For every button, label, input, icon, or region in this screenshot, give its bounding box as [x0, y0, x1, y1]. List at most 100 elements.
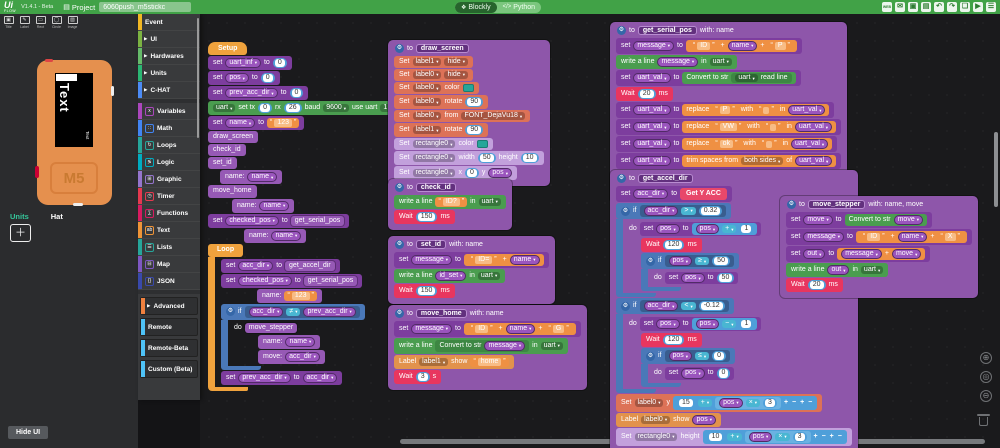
- block[interactable]: write a line id_set ▾ in uart ▾: [394, 269, 506, 284]
- block[interactable]: set uart_val ▾ to Convert to str uart ▾ read li…: [616, 70, 801, 87]
- block[interactable]: name: name ▾: [220, 170, 283, 185]
- block[interactable]: name: “123”: [257, 288, 322, 303]
- variable-dropdown[interactable]: name ▾: [509, 255, 540, 266]
- block[interactable]: Set label1 ▾ rotate 90: [394, 123, 489, 138]
- block[interactable]: write a line “ID?” in uart ▾: [394, 195, 506, 210]
- field-dropdown[interactable]: hide ▾: [444, 58, 468, 67]
- variable-dropdown[interactable]: uart_val▾: [633, 156, 671, 167]
- block[interactable]: set checked_pos ▾ to get_serial_pos: [221, 273, 363, 288]
- image-tool[interactable]: ▨ Image: [66, 16, 79, 29]
- menu-category-timer[interactable]: ◷ Timer: [138, 188, 200, 205]
- string-input[interactable]: “P”: [712, 105, 738, 116]
- field-dropdown[interactable]: uart ▾: [540, 342, 563, 351]
- block[interactable]: ⚙ if acc_dir ▾ > ▾ 0.32: [616, 203, 732, 220]
- get-accel-dir-function[interactable]: ⚙ to get_accel_dir set acc_dir ▾ to Get Y ACC ⚙ i…: [610, 170, 858, 448]
- variable-dropdown[interactable]: prev_acc_dir ▾: [238, 373, 291, 384]
- number-input[interactable]: 20: [807, 280, 826, 291]
- condition-slot[interactable]: pos ▾ ≥ ▾ 50: [664, 255, 734, 268]
- variable-dropdown[interactable]: name ▾: [727, 41, 758, 52]
- field-dropdown[interactable]: uart ▾: [735, 74, 758, 83]
- string-input[interactable]: “”: [758, 139, 780, 150]
- string-input[interactable]: “ID”: [689, 41, 718, 52]
- variable-dropdown[interactable]: pos ▾: [681, 368, 705, 379]
- trash-icon[interactable]: [977, 414, 990, 426]
- variable-dropdown[interactable]: message ▾: [411, 324, 453, 335]
- variable-dropdown[interactable]: acc_dir ▾: [302, 373, 338, 384]
- block[interactable]: ⚙ if acc_dir ▾ < ▾ -0.12: [616, 298, 734, 315]
- variable-dropdown[interactable]: name ▾: [505, 324, 536, 335]
- condition-slot[interactable]: acc_dir ▾ > ▾ 0.32: [639, 205, 727, 218]
- block[interactable]: do move_stepper: [234, 322, 298, 334]
- variable-dropdown[interactable]: pos ▾: [695, 319, 720, 330]
- block[interactable]: name: name ▾: [232, 198, 295, 213]
- string-input[interactable]: “P”: [767, 41, 793, 52]
- variable-dropdown[interactable]: message ▾: [484, 341, 526, 352]
- variable-dropdown[interactable]: message ▾: [633, 41, 675, 52]
- hat-label[interactable]: Hat: [50, 212, 63, 221]
- number-input[interactable]: 150: [415, 286, 438, 297]
- block[interactable]: Set rectangle0 ▾ x 0 y pos ▾: [394, 166, 517, 181]
- nested-block[interactable]: “ID” + name ▾ + “G”: [463, 323, 576, 336]
- rect-tool[interactable]: ▭ Rect: [34, 16, 47, 29]
- block[interactable]: Wait 150 ms: [394, 284, 455, 299]
- menu-category-event[interactable]: Event: [138, 14, 200, 31]
- variable-dropdown[interactable]: pos ▾: [748, 431, 773, 442]
- variable-dropdown[interactable]: name ▾: [271, 230, 302, 241]
- block[interactable]: set message ▾ to “ID” + name ▾ + “X”: [786, 229, 972, 246]
- function-name[interactable]: get_accel_dir: [637, 174, 693, 183]
- variable-dropdown[interactable]: pos ▾: [488, 168, 512, 179]
- function-name[interactable]: get_serial_pos: [637, 26, 697, 35]
- variable-dropdown[interactable]: id_set ▾: [435, 271, 467, 282]
- string-input[interactable]: “123”: [284, 290, 317, 301]
- circle-tool[interactable]: ◯ Circle: [50, 16, 63, 29]
- operator-dropdown[interactable]: + ▾: [722, 225, 737, 234]
- zoom-in-button[interactable]: ⊕: [980, 352, 992, 364]
- number-input[interactable]: 0: [260, 73, 275, 84]
- nested-block[interactable]: “ID” + name ▾ + “P”: [685, 40, 797, 53]
- web-ide-icon[interactable]: WEB: [881, 2, 892, 12]
- block[interactable]: set prev_acc_dir ▾ to acc_dir ▾: [221, 371, 343, 386]
- function-definition[interactable]: ⚙ to check_id write a line “ID?” in uart ▾ Wait 1…: [388, 179, 512, 231]
- gear-icon[interactable]: ⚙: [395, 309, 404, 318]
- variable-dropdown[interactable]: pos ▾: [668, 351, 693, 362]
- variable-dropdown[interactable]: pos ▾: [656, 224, 680, 235]
- setup-stack[interactable]: Setup set uart_inf ▾ to 0 set pos ▾ to 0 set prev_ac…: [208, 42, 400, 392]
- block[interactable]: Label label1 ▾ show “home”: [394, 355, 514, 370]
- field-dropdown[interactable]: uart ▾: [860, 266, 884, 275]
- menu-category-remote[interactable]: Remote: [140, 318, 198, 336]
- function-definition[interactable]: ⚙ to set_id with: name set message ▾ to “ID=” + na…: [388, 236, 555, 305]
- operator-dropdown[interactable]: + ▾: [697, 398, 713, 407]
- screen-label1[interactable]: Text: [85, 130, 90, 139]
- color-swatch[interactable]: [462, 84, 474, 93]
- function-definition[interactable]: ⚙ to move_home with: name set message ▾ to “ID” +…: [388, 305, 587, 391]
- nested-block[interactable]: set pos ▾ to pos ▾ − ▾ 1: [639, 317, 762, 332]
- c-block[interactable]: ⚙ if pos ▾ ≥ ▾ 50 do set pos ▾ to 50: [641, 253, 739, 292]
- c-block[interactable]: ⚙ if acc_dir ▾ ≠ ▾ prev_acc_dir ▾ do move_stepper…: [221, 303, 365, 371]
- block[interactable]: set move ▾ to Convert to str move ▾: [786, 212, 932, 229]
- device-screen[interactable]: Text Text: [55, 73, 93, 147]
- block[interactable]: ⚙ if pos ▾ ≤ ▾ 0: [641, 348, 736, 365]
- block[interactable]: set uart_val ▾ to trim spaces from both sides…: [616, 153, 842, 170]
- block[interactable]: do set pos ▾ to 0: [654, 366, 735, 380]
- operator-dropdown[interactable]: − ▾: [722, 320, 737, 329]
- nested-block[interactable]: replace “P” with “” in uart_val ▾: [682, 104, 830, 117]
- nested-block[interactable]: Convert to str uart ▾ read line: [682, 72, 796, 85]
- operator-dropdown[interactable]: + ▾: [727, 432, 742, 441]
- string-input[interactable]: “”: [762, 122, 784, 133]
- number-input[interactable]: 0.32: [698, 206, 723, 217]
- nested-block[interactable]: uart ▾ read line: [731, 73, 792, 84]
- variable-dropdown[interactable]: move ▾: [803, 215, 833, 226]
- number-input[interactable]: 1: [739, 224, 754, 235]
- menu-category-variables[interactable]: x Variables: [138, 103, 200, 120]
- variable-dropdown[interactable]: acc_dir ▾: [643, 206, 679, 217]
- string-input[interactable]: “ok”: [712, 139, 741, 150]
- block[interactable]: set message ▾ to “ID” + name ▾ + “P”: [616, 38, 802, 55]
- block[interactable]: name: name ▾: [244, 228, 307, 243]
- menu-category-c-hat[interactable]: ▶ C-HAT: [138, 82, 200, 99]
- zoom-out-button[interactable]: ⊖: [980, 390, 992, 402]
- number-input[interactable]: 50: [716, 273, 735, 284]
- field-dropdown[interactable]: label0 ▾: [412, 71, 442, 80]
- number-input[interactable]: 0: [464, 168, 479, 179]
- operator-dropdown[interactable]: ≤ ▾: [695, 352, 710, 361]
- block[interactable]: do set pos ▾ to 50: [654, 271, 739, 285]
